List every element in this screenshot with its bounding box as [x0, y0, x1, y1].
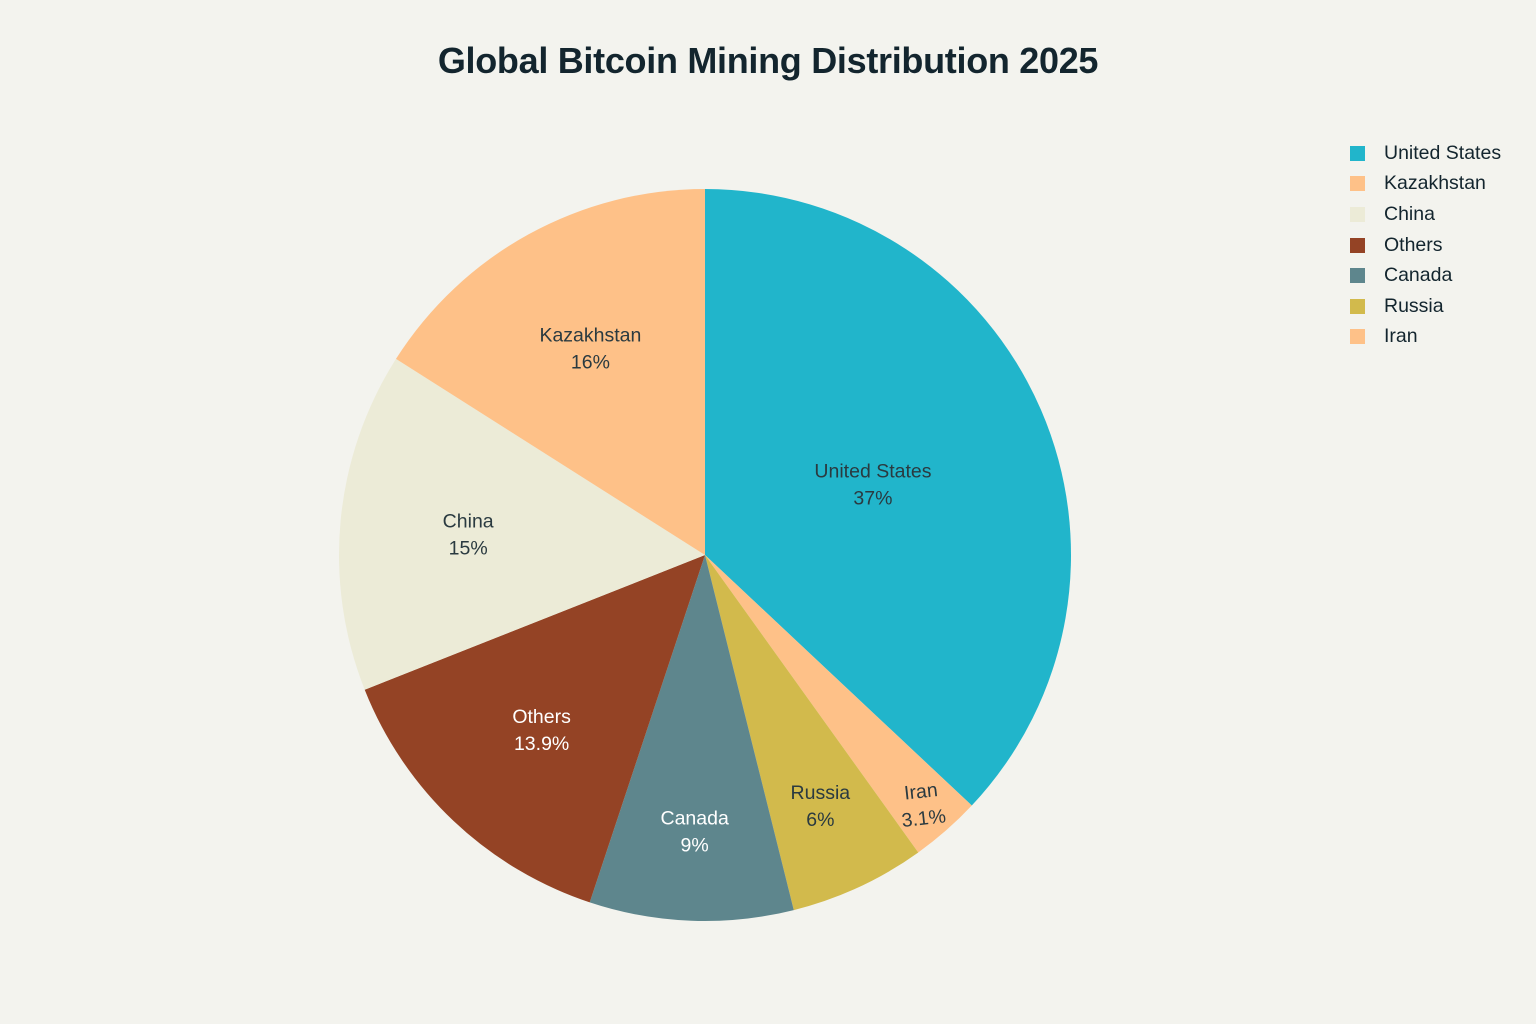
- legend-item-kazakhstan[interactable]: Kazakhstan: [1350, 169, 1501, 200]
- svg-text:6%: 6%: [806, 809, 834, 831]
- legend-label: United States: [1384, 141, 1502, 164]
- pie-slice-iran: [705, 555, 972, 853]
- legend-item-united-states[interactable]: United States: [1350, 138, 1501, 169]
- svg-text:China: China: [443, 511, 494, 533]
- slice-label: Canada 9%: [660, 807, 728, 856]
- svg-text:15%: 15%: [449, 538, 488, 560]
- legend-swatch-icon: [1350, 237, 1365, 253]
- legend-label: Russia: [1384, 294, 1444, 317]
- legend-label: China: [1384, 202, 1435, 225]
- svg-text:3.1%: 3.1%: [901, 805, 948, 832]
- legend-item-iran[interactable]: Iran: [1350, 322, 1501, 353]
- svg-text:13.9%: 13.9%: [514, 733, 569, 755]
- legend-item-china[interactable]: China: [1350, 199, 1501, 230]
- slice-label: United States 37%: [814, 460, 931, 509]
- legend-swatch-icon: [1350, 298, 1365, 314]
- pie-slice-others: [364, 555, 705, 903]
- slice-label: Kazakhstan 16%: [539, 325, 641, 374]
- legend-label: Canada: [1384, 264, 1453, 287]
- legend-swatch-icon: [1350, 145, 1365, 161]
- svg-text:9%: 9%: [681, 834, 709, 856]
- svg-text:Others: Others: [512, 706, 571, 728]
- legend-label: Kazakhstan: [1384, 172, 1486, 195]
- legend-swatch-icon: [1350, 268, 1365, 284]
- svg-text:Russia: Russia: [791, 782, 851, 804]
- slice-label: Others 13.9%: [512, 706, 571, 755]
- legend-swatch-icon: [1350, 206, 1365, 222]
- svg-text:Kazakhstan: Kazakhstan: [539, 325, 641, 347]
- pie-slice-kazakhstan: [395, 189, 705, 555]
- legend-item-russia[interactable]: Russia: [1350, 291, 1501, 322]
- legend-item-others[interactable]: Others: [1350, 230, 1501, 261]
- chart-title: Global Bitcoin Mining Distribution 2025: [437, 40, 1099, 81]
- svg-text:Canada: Canada: [660, 807, 728, 829]
- legend: United States Kazakhstan China Others Canada…: [1350, 138, 1501, 352]
- legend-item-canada[interactable]: Canada: [1350, 260, 1501, 291]
- legend-swatch-icon: [1350, 176, 1365, 192]
- slice-label: Russia 6%: [791, 782, 851, 831]
- legend-label: Iran: [1384, 325, 1418, 348]
- legend-label: Others: [1384, 233, 1443, 256]
- slice-label: China 15%: [443, 511, 494, 560]
- svg-text:16%: 16%: [571, 352, 610, 374]
- pie-slice-united-states: [705, 189, 1071, 806]
- pie-slice-china: [339, 358, 705, 690]
- pie-slice-canada: [589, 555, 794, 921]
- svg-text:Iran: Iran: [903, 779, 939, 805]
- pie-slice-russia: [705, 555, 919, 911]
- svg-text:37%: 37%: [853, 487, 892, 509]
- legend-swatch-icon: [1350, 329, 1365, 345]
- svg-text:United States: United States: [814, 460, 931, 482]
